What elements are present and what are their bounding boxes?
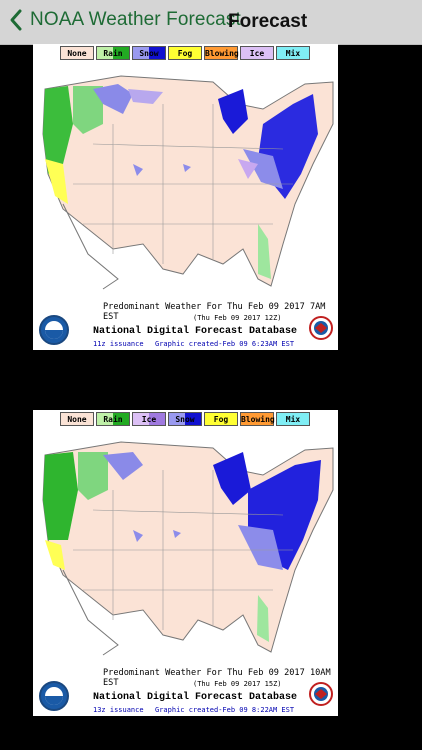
map-subcaption: (Thu Feb 09 2017 12Z) — [193, 314, 282, 322]
legend-item: Fog — [168, 46, 202, 60]
created-text: Graphic created-Feb 09 8:22AM EST — [155, 706, 295, 714]
noaa-logo-icon — [39, 315, 69, 345]
legend-item: Snow — [132, 46, 166, 60]
map-subcaption: (Thu Feb 09 2017 15Z) — [193, 680, 282, 688]
legend-item: Blowing — [204, 46, 239, 60]
legend-item: Snow — [168, 412, 202, 426]
us-weather-map — [42, 75, 334, 290]
legend-item: Mix — [276, 46, 310, 60]
map-caption: Predominant Weather For Thu Feb 09 2017 … — [103, 668, 331, 688]
database-title: National Digital Forecast Database — [93, 326, 298, 337]
legend-item: Blowing — [240, 412, 275, 426]
database-title: National Digital Forecast Database — [93, 692, 298, 703]
forecast-map-10am[interactable]: None Rain Ice Snow Fog Blowing Mix Predo… — [33, 410, 338, 716]
legend-item: Ice — [132, 412, 166, 426]
legend-item: None — [60, 46, 94, 60]
back-button[interactable]: NOAA Weather Forecast — [8, 8, 241, 32]
legend-item: Rain — [96, 46, 130, 60]
nws-logo-icon — [309, 682, 333, 706]
noaa-logo-icon — [39, 681, 69, 711]
legend-item: Rain — [96, 412, 130, 426]
page-title: Forecast — [228, 11, 308, 32]
us-weather-map — [42, 441, 334, 656]
issuance-text: 13z issuance — [93, 706, 144, 714]
map-caption: Predominant Weather For Thu Feb 09 2017 … — [103, 302, 326, 322]
forecast-map-7am[interactable]: None Rain Snow Fog Blowing Ice Mix Predo… — [33, 44, 338, 350]
legend-item: Fog — [204, 412, 238, 426]
nws-logo-icon — [309, 316, 333, 340]
navigation-bar: NOAA Weather Forecast Forecast — [0, 0, 422, 45]
chevron-left-icon — [10, 9, 22, 31]
legend-item: Mix — [276, 412, 310, 426]
legend-item: None — [60, 412, 94, 426]
map-legend: None Rain Ice Snow Fog Blowing Mix — [60, 412, 312, 426]
back-button-label: NOAA Weather Forecast — [30, 9, 241, 30]
legend-item: Ice — [240, 46, 274, 60]
issuance-text: 11z issuance — [93, 340, 144, 348]
map-legend: None Rain Snow Fog Blowing Ice Mix — [60, 46, 312, 60]
created-text: Graphic created-Feb 09 6:23AM EST — [155, 340, 295, 348]
